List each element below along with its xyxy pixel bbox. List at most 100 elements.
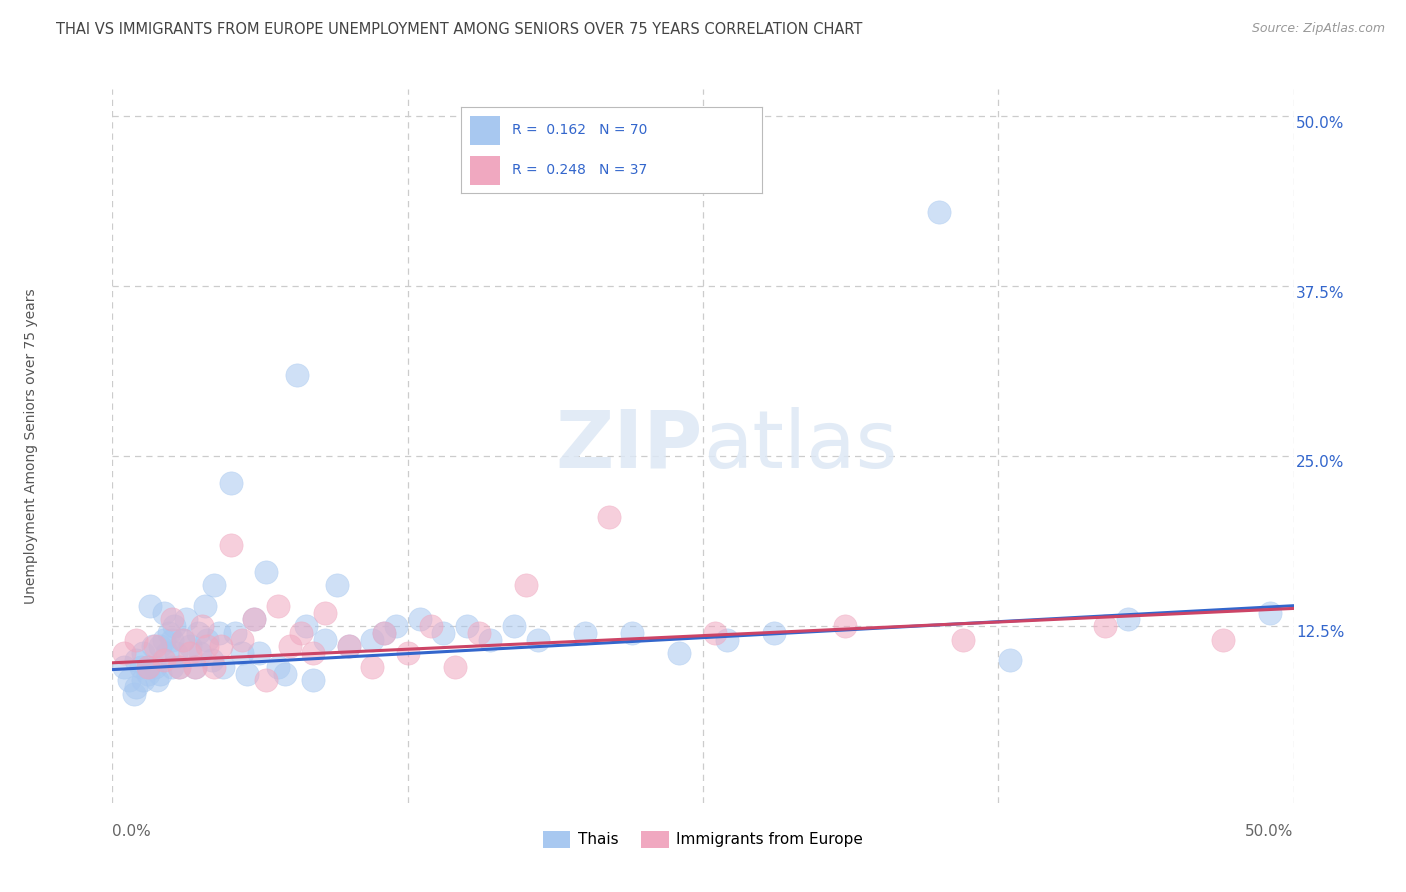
Text: 50.0%: 50.0% bbox=[1296, 116, 1344, 131]
Point bbox=[515, 578, 537, 592]
Point bbox=[202, 660, 225, 674]
Point bbox=[195, 640, 218, 654]
Point bbox=[314, 606, 336, 620]
Text: Source: ZipAtlas.com: Source: ZipAtlas.com bbox=[1251, 22, 1385, 36]
Point bbox=[172, 632, 194, 647]
Point bbox=[160, 660, 183, 674]
Point bbox=[1094, 619, 1116, 633]
Point bbox=[179, 646, 201, 660]
Text: 50.0%: 50.0% bbox=[1246, 824, 1294, 839]
Point bbox=[598, 510, 620, 524]
Point bbox=[385, 619, 408, 633]
Point bbox=[191, 619, 214, 633]
Point bbox=[219, 537, 242, 551]
Point bbox=[153, 653, 176, 667]
Point bbox=[254, 565, 277, 579]
Point bbox=[160, 632, 183, 647]
Point bbox=[952, 632, 974, 647]
Point bbox=[314, 632, 336, 647]
Point bbox=[172, 632, 194, 647]
Point bbox=[143, 660, 166, 674]
Text: 37.5%: 37.5% bbox=[1296, 285, 1344, 301]
Point bbox=[1116, 612, 1139, 626]
Point bbox=[125, 653, 148, 667]
Point bbox=[243, 612, 266, 626]
Point bbox=[456, 619, 478, 633]
Point bbox=[160, 612, 183, 626]
Point bbox=[621, 626, 644, 640]
Point bbox=[1258, 606, 1281, 620]
Point bbox=[432, 626, 454, 640]
Point bbox=[444, 660, 467, 674]
Point bbox=[149, 666, 172, 681]
Point bbox=[224, 626, 246, 640]
Point bbox=[136, 660, 159, 674]
Point bbox=[396, 646, 419, 660]
Point bbox=[834, 619, 856, 633]
Point bbox=[208, 626, 231, 640]
Point bbox=[703, 626, 725, 640]
Point bbox=[998, 653, 1021, 667]
Text: ZIP: ZIP bbox=[555, 407, 703, 485]
Point bbox=[142, 640, 165, 654]
Point bbox=[762, 626, 785, 640]
Point bbox=[179, 640, 201, 654]
Point bbox=[290, 626, 312, 640]
Text: atlas: atlas bbox=[703, 407, 897, 485]
Point bbox=[125, 632, 148, 647]
Point bbox=[254, 673, 277, 688]
Point bbox=[195, 632, 218, 647]
Point bbox=[165, 646, 187, 660]
Text: 0.0%: 0.0% bbox=[112, 824, 152, 839]
Text: Unemployment Among Seniors over 75 years: Unemployment Among Seniors over 75 years bbox=[24, 288, 38, 604]
Text: 12.5%: 12.5% bbox=[1296, 625, 1344, 640]
Point bbox=[420, 619, 443, 633]
Point bbox=[326, 578, 349, 592]
Point bbox=[153, 606, 176, 620]
Point bbox=[219, 476, 242, 491]
Point bbox=[136, 660, 159, 674]
Point bbox=[267, 660, 290, 674]
Point bbox=[574, 626, 596, 640]
Point bbox=[202, 578, 225, 592]
Point bbox=[408, 612, 430, 626]
Point bbox=[373, 626, 395, 640]
Point bbox=[295, 619, 318, 633]
Point bbox=[209, 640, 232, 654]
Point bbox=[156, 646, 179, 660]
Point bbox=[174, 612, 197, 626]
Point bbox=[503, 619, 526, 633]
Legend: Thais, Immigrants from Europe: Thais, Immigrants from Europe bbox=[536, 823, 870, 855]
Point bbox=[285, 368, 308, 382]
Point bbox=[184, 660, 207, 674]
Text: 25.0%: 25.0% bbox=[1296, 456, 1344, 470]
Point bbox=[153, 632, 176, 647]
Point bbox=[139, 599, 162, 613]
Point bbox=[184, 660, 207, 674]
Point bbox=[194, 599, 217, 613]
Point bbox=[167, 660, 190, 674]
Point bbox=[467, 626, 489, 640]
Point bbox=[278, 640, 301, 654]
Point bbox=[129, 660, 152, 674]
Point bbox=[132, 673, 155, 688]
Point bbox=[231, 646, 253, 660]
Point bbox=[361, 660, 384, 674]
Point bbox=[146, 673, 169, 688]
Point bbox=[337, 640, 360, 654]
Point bbox=[243, 612, 266, 626]
Point bbox=[526, 632, 548, 647]
Point bbox=[1212, 632, 1234, 647]
Point bbox=[136, 666, 159, 681]
Point bbox=[186, 626, 208, 640]
Point bbox=[247, 646, 270, 660]
Point bbox=[231, 632, 253, 647]
Text: THAI VS IMMIGRANTS FROM EUROPE UNEMPLOYMENT AMONG SENIORS OVER 75 YEARS CORRELAT: THAI VS IMMIGRANTS FROM EUROPE UNEMPLOYM… bbox=[56, 22, 863, 37]
Point bbox=[267, 599, 290, 613]
Point bbox=[274, 666, 297, 681]
Point bbox=[373, 626, 395, 640]
Point bbox=[125, 680, 148, 694]
Point bbox=[479, 632, 502, 647]
Point bbox=[236, 666, 259, 681]
Point bbox=[212, 660, 235, 674]
